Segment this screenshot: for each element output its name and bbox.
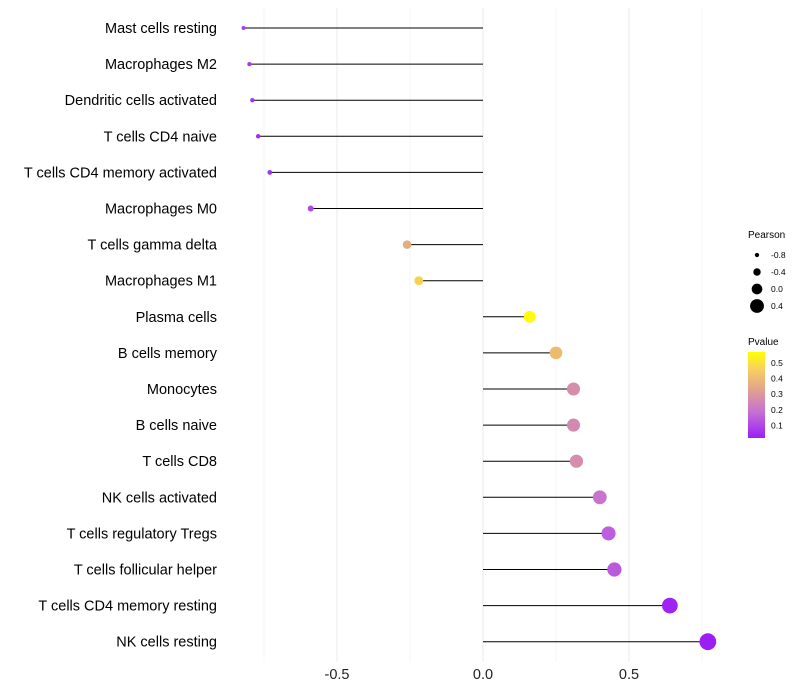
pearson-legend-dot: [753, 268, 761, 276]
lollipop-dot: [592, 490, 607, 505]
category-label: T cells gamma delta: [88, 238, 218, 254]
category-label: T cells regulatory Tregs: [67, 526, 217, 542]
lollipop-dot: [699, 633, 717, 651]
x-tick-label: -0.5: [325, 667, 350, 683]
lollipop-dot: [662, 597, 678, 614]
lollipop-dot: [566, 382, 581, 396]
category-label: NK cells resting: [116, 635, 217, 651]
lollipop-dot: [255, 134, 261, 139]
x-tick-label: 0.5: [619, 667, 639, 683]
lollipop-dot: [307, 205, 314, 212]
pvalue-legend-label: 0.1: [771, 420, 783, 430]
pearson-legend-dot: [750, 299, 764, 313]
pvalue-legend-label: 0.5: [771, 358, 783, 368]
category-label: T cells CD4 memory activated: [24, 165, 217, 181]
category-label: T cells follicular helper: [74, 563, 217, 579]
category-labels: Mast cells resting Macrophages M2 Dendriti…: [24, 21, 218, 651]
pearson-legend-label: -0.8: [771, 250, 786, 260]
pearson-legend-dot: [751, 283, 763, 295]
pearson-legend-label: 0.4: [771, 301, 783, 311]
category-label: Mast cells resting: [105, 21, 217, 37]
category-label: T cells CD4 naive: [104, 129, 217, 145]
category-label: T cells CD4 memory resting: [38, 599, 217, 615]
x-axis-ticks: -0.5 0.0 0.5: [325, 667, 640, 683]
stem-layer: [243, 27, 708, 643]
lollipop-dot: [523, 310, 536, 323]
category-label: Macrophages M0: [105, 202, 217, 218]
lollipop-dot: [414, 276, 424, 286]
x-tick-label: 0.0: [473, 667, 493, 683]
pvalue-color-legend: Pvalue 0.5 0.4 0.3 0.2 0.1: [748, 337, 783, 438]
category-label: Macrophages M2: [105, 57, 217, 73]
lollipop-dot: [566, 418, 581, 432]
grid-layer: [263, 8, 703, 662]
pearson-legend-label: -0.4: [771, 267, 786, 277]
category-label: B cells naive: [136, 418, 217, 434]
lollipop-dot: [241, 25, 246, 31]
lollipop-dot: [569, 454, 584, 468]
lollipop-dot: [267, 170, 273, 175]
pearson-legend-label: 0.0: [771, 284, 783, 294]
category-label: Macrophages M1: [105, 274, 217, 290]
dot-layer: [241, 25, 717, 651]
pvalue-legend-label: 0.2: [771, 405, 783, 415]
lollipop-dot: [250, 98, 255, 103]
pvalue-legend-title: Pvalue: [748, 337, 779, 348]
pearson-legend-dot: [754, 252, 760, 258]
category-label: Monocytes: [147, 382, 217, 398]
lollipop-dot: [549, 346, 563, 360]
category-label: B cells memory: [118, 346, 218, 362]
pearson-legend-title: Pearson: [748, 230, 785, 241]
category-label: Dendritic cells activated: [65, 93, 217, 109]
category-label: T cells CD8: [142, 454, 217, 470]
pearson-size-legend: Pearson -0.8 -0.4 0.0 0.4: [748, 230, 786, 313]
lollipop-dot: [247, 61, 252, 67]
category-label: NK cells activated: [102, 490, 217, 506]
pvalue-legend-label: 0.4: [771, 374, 783, 384]
lollipop-dot: [402, 240, 412, 249]
pvalue-colorbar: [748, 352, 765, 438]
pvalue-legend-label: 0.3: [771, 389, 783, 399]
lollipop-dot: [607, 562, 622, 577]
lollipop-dot: [601, 526, 616, 541]
category-label: Plasma cells: [136, 310, 217, 326]
